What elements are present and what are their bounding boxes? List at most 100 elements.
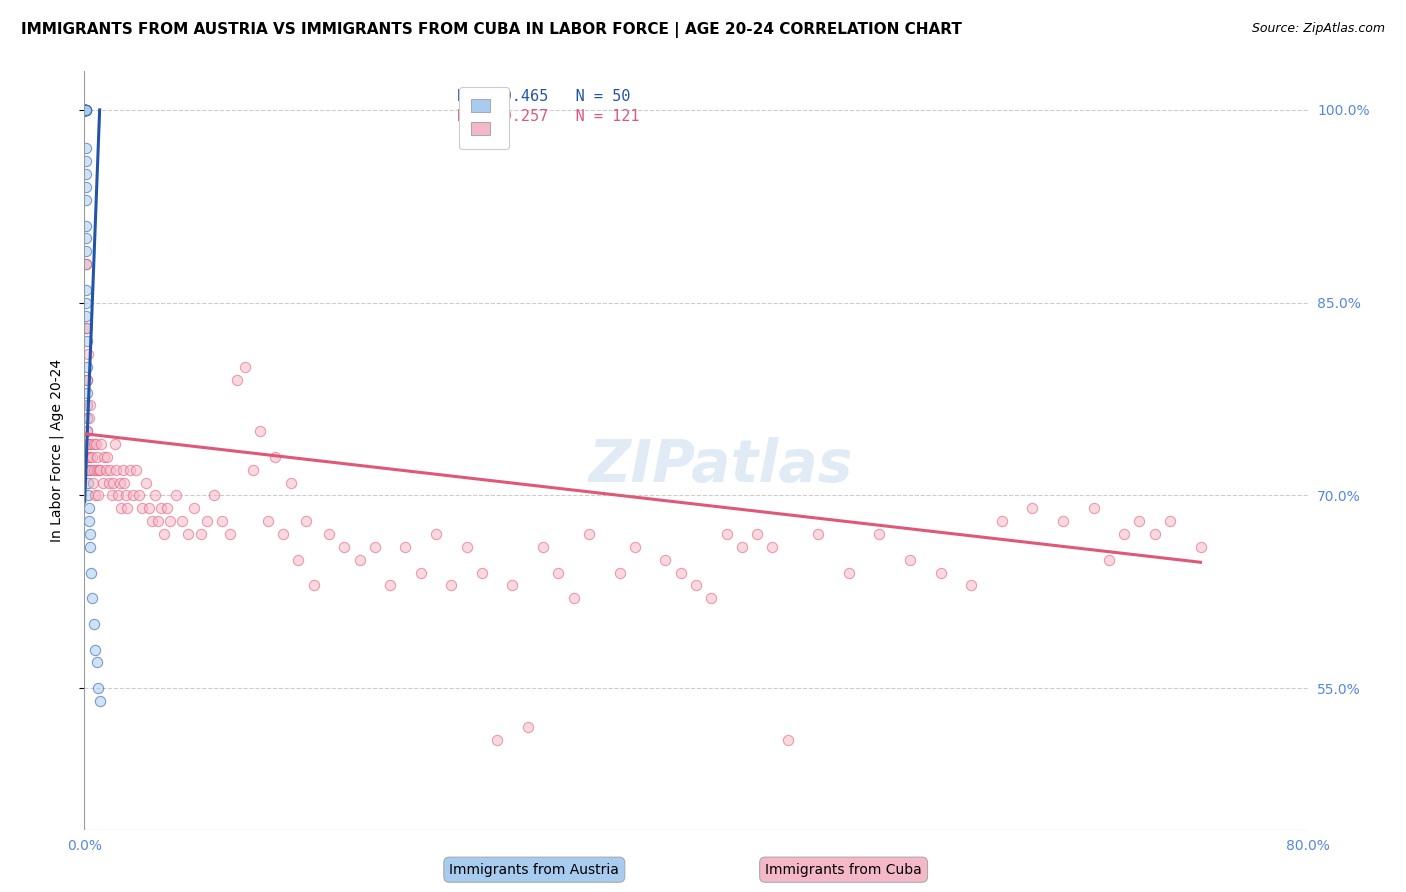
Point (89, 463, 111, 477)
Point (624, 540, 647, 554)
Point (79, 399, 101, 413)
Point (77, 411, 100, 425)
Point (75, 103, 97, 117)
Point (76, 373, 98, 387)
Point (97, 475, 120, 490)
Point (75, 103, 97, 117)
Point (141, 514, 163, 528)
Point (202, 488, 225, 502)
Point (87, 463, 110, 477)
Point (249, 424, 271, 438)
Point (143, 488, 166, 502)
Point (700, 591, 723, 606)
Point (159, 514, 181, 528)
Point (195, 514, 218, 528)
Point (76, 411, 98, 425)
Point (87, 488, 110, 502)
Point (76, 463, 98, 477)
Point (76, 359, 98, 374)
Point (84, 488, 107, 502)
Point (394, 540, 416, 554)
Point (287, 552, 309, 566)
Point (76, 450, 98, 464)
Point (122, 488, 145, 502)
Point (75, 103, 97, 117)
Point (75, 103, 97, 117)
Point (76, 437, 98, 451)
Point (183, 501, 205, 516)
Point (105, 463, 128, 477)
Point (776, 732, 799, 747)
Point (77, 514, 100, 528)
Point (869, 527, 891, 541)
Point (156, 501, 179, 516)
Point (114, 488, 136, 502)
Point (146, 514, 169, 528)
Point (257, 514, 280, 528)
Point (318, 527, 340, 541)
Point (271, 527, 294, 541)
Point (108, 475, 131, 490)
Point (96, 450, 118, 464)
Point (177, 527, 200, 541)
Point (80, 566, 103, 580)
Point (75, 103, 97, 117)
Point (75, 103, 97, 117)
Point (131, 501, 153, 516)
Point (75, 295, 97, 310)
Point (502, 578, 524, 592)
Point (110, 501, 132, 516)
Point (440, 578, 463, 592)
Point (80, 450, 103, 464)
Point (77, 501, 100, 516)
Point (76, 424, 98, 438)
Point (233, 359, 256, 374)
Point (75, 103, 97, 117)
Point (86, 656, 108, 670)
Point (242, 463, 264, 477)
Point (190, 527, 212, 541)
Point (218, 527, 240, 541)
Point (486, 732, 509, 747)
Point (609, 566, 631, 580)
Text: Source: ZipAtlas.com: Source: ZipAtlas.com (1251, 22, 1385, 36)
Point (83, 437, 105, 451)
Point (76, 373, 98, 387)
Point (807, 527, 830, 541)
Point (761, 540, 783, 554)
Point (685, 578, 707, 592)
Point (75, 257, 97, 271)
Point (86, 463, 108, 477)
Point (76, 321, 98, 335)
Point (79, 540, 101, 554)
Point (898, 552, 921, 566)
Point (531, 540, 554, 554)
Point (80, 591, 103, 606)
Point (76, 399, 98, 413)
Point (75, 219, 97, 233)
Point (75, 103, 97, 117)
Point (75, 231, 97, 245)
Point (425, 527, 447, 541)
Text: Immigrants from Cuba: Immigrants from Cuba (765, 863, 922, 877)
Point (90, 437, 112, 451)
Point (125, 463, 148, 477)
Point (112, 475, 135, 490)
Point (349, 552, 371, 566)
Point (747, 527, 769, 541)
Point (1098, 552, 1121, 566)
Point (456, 540, 478, 554)
Point (76, 424, 98, 438)
Point (75, 257, 97, 271)
Point (731, 540, 754, 554)
Text: ZIPatlas: ZIPatlas (588, 437, 852, 494)
Point (76, 334, 98, 349)
Point (135, 475, 157, 490)
Legend: , : , (458, 87, 509, 149)
Point (75, 309, 97, 323)
Point (84, 642, 107, 657)
Point (838, 566, 860, 580)
Point (101, 488, 124, 502)
Point (75, 103, 97, 117)
Point (716, 527, 738, 541)
